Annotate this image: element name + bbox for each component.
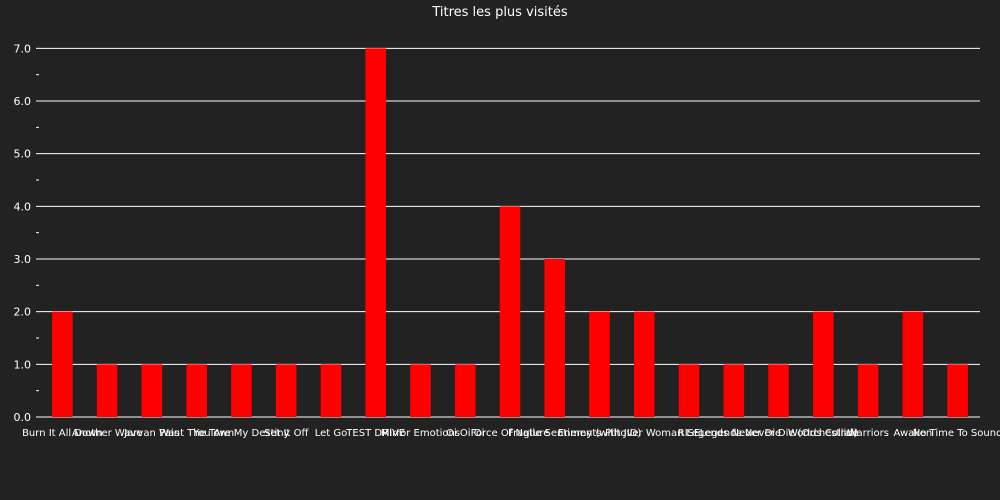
bar-10 — [499, 206, 521, 417]
y-tick-label-7: 7.0 — [14, 42, 32, 55]
bar-18 — [857, 364, 879, 417]
category-label-18: Warriors — [847, 428, 889, 439]
category-label-13: Piltover Woman — [605, 428, 683, 439]
category-label-9: Oi Oi Oi — [446, 428, 484, 439]
category-label-12: Enemy (with JID) — [558, 428, 642, 439]
category-label-20: No Time To Sound — [913, 428, 1000, 439]
bar-7 — [365, 48, 387, 417]
bar-4 — [231, 364, 252, 417]
y-tick-label-0: 0.0 — [14, 411, 32, 424]
category-label-1: Another Wave — [72, 428, 142, 439]
bar-1 — [96, 364, 118, 417]
category-label-16: Legends Never Die (Orchestral) — [700, 428, 858, 439]
category-label-6: Let Go — [315, 428, 348, 439]
category-label-15: Legends Never Die — [686, 428, 781, 439]
category-label-11: Fragile Sentiments — [508, 428, 601, 439]
category-label-10: Force Of Nature — [471, 428, 550, 439]
category-label-7: TEST DRIVE — [345, 428, 405, 439]
bar-14 — [678, 364, 700, 417]
category-label-5: Set It Off — [264, 428, 310, 439]
bar-2 — [141, 364, 163, 417]
bar-8 — [410, 364, 431, 417]
bar-20 — [947, 364, 968, 417]
bar-16 — [768, 364, 789, 417]
chart-title: Titres les plus visités — [431, 5, 568, 20]
category-label-4: You Are My Destiny — [192, 428, 289, 439]
category-label-19: Awaken — [894, 428, 933, 439]
bar-5 — [275, 364, 297, 417]
bar-19 — [902, 311, 924, 417]
category-label-17: Worlds Collide — [788, 428, 859, 439]
bar-9 — [454, 364, 476, 417]
category-label-8: Mirror Emotions — [381, 428, 460, 439]
category-label-3: Paint The Town — [159, 428, 234, 439]
bar-6 — [320, 364, 342, 417]
bar-15 — [723, 364, 745, 417]
category-label-2: Jarvan Was — [123, 428, 179, 439]
y-tick-label-5: 5.0 — [14, 148, 32, 161]
bar-13 — [633, 311, 655, 417]
category-label-14: RISE — [678, 428, 701, 439]
category-label-0: Burn It All Down — [22, 428, 103, 439]
y-tick-label-2: 2.0 — [14, 306, 32, 319]
y-tick-label-6: 6.0 — [14, 95, 32, 108]
bar-17 — [813, 311, 834, 417]
bar-12 — [589, 311, 610, 417]
bar-0 — [52, 311, 73, 417]
y-tick-label-1: 1.0 — [14, 358, 32, 371]
y-tick-label-4: 4.0 — [14, 200, 32, 213]
bar-layer — [52, 48, 968, 417]
bar-11 — [544, 259, 566, 417]
bar-3 — [186, 364, 207, 417]
y-tick-label-3: 3.0 — [14, 253, 32, 266]
